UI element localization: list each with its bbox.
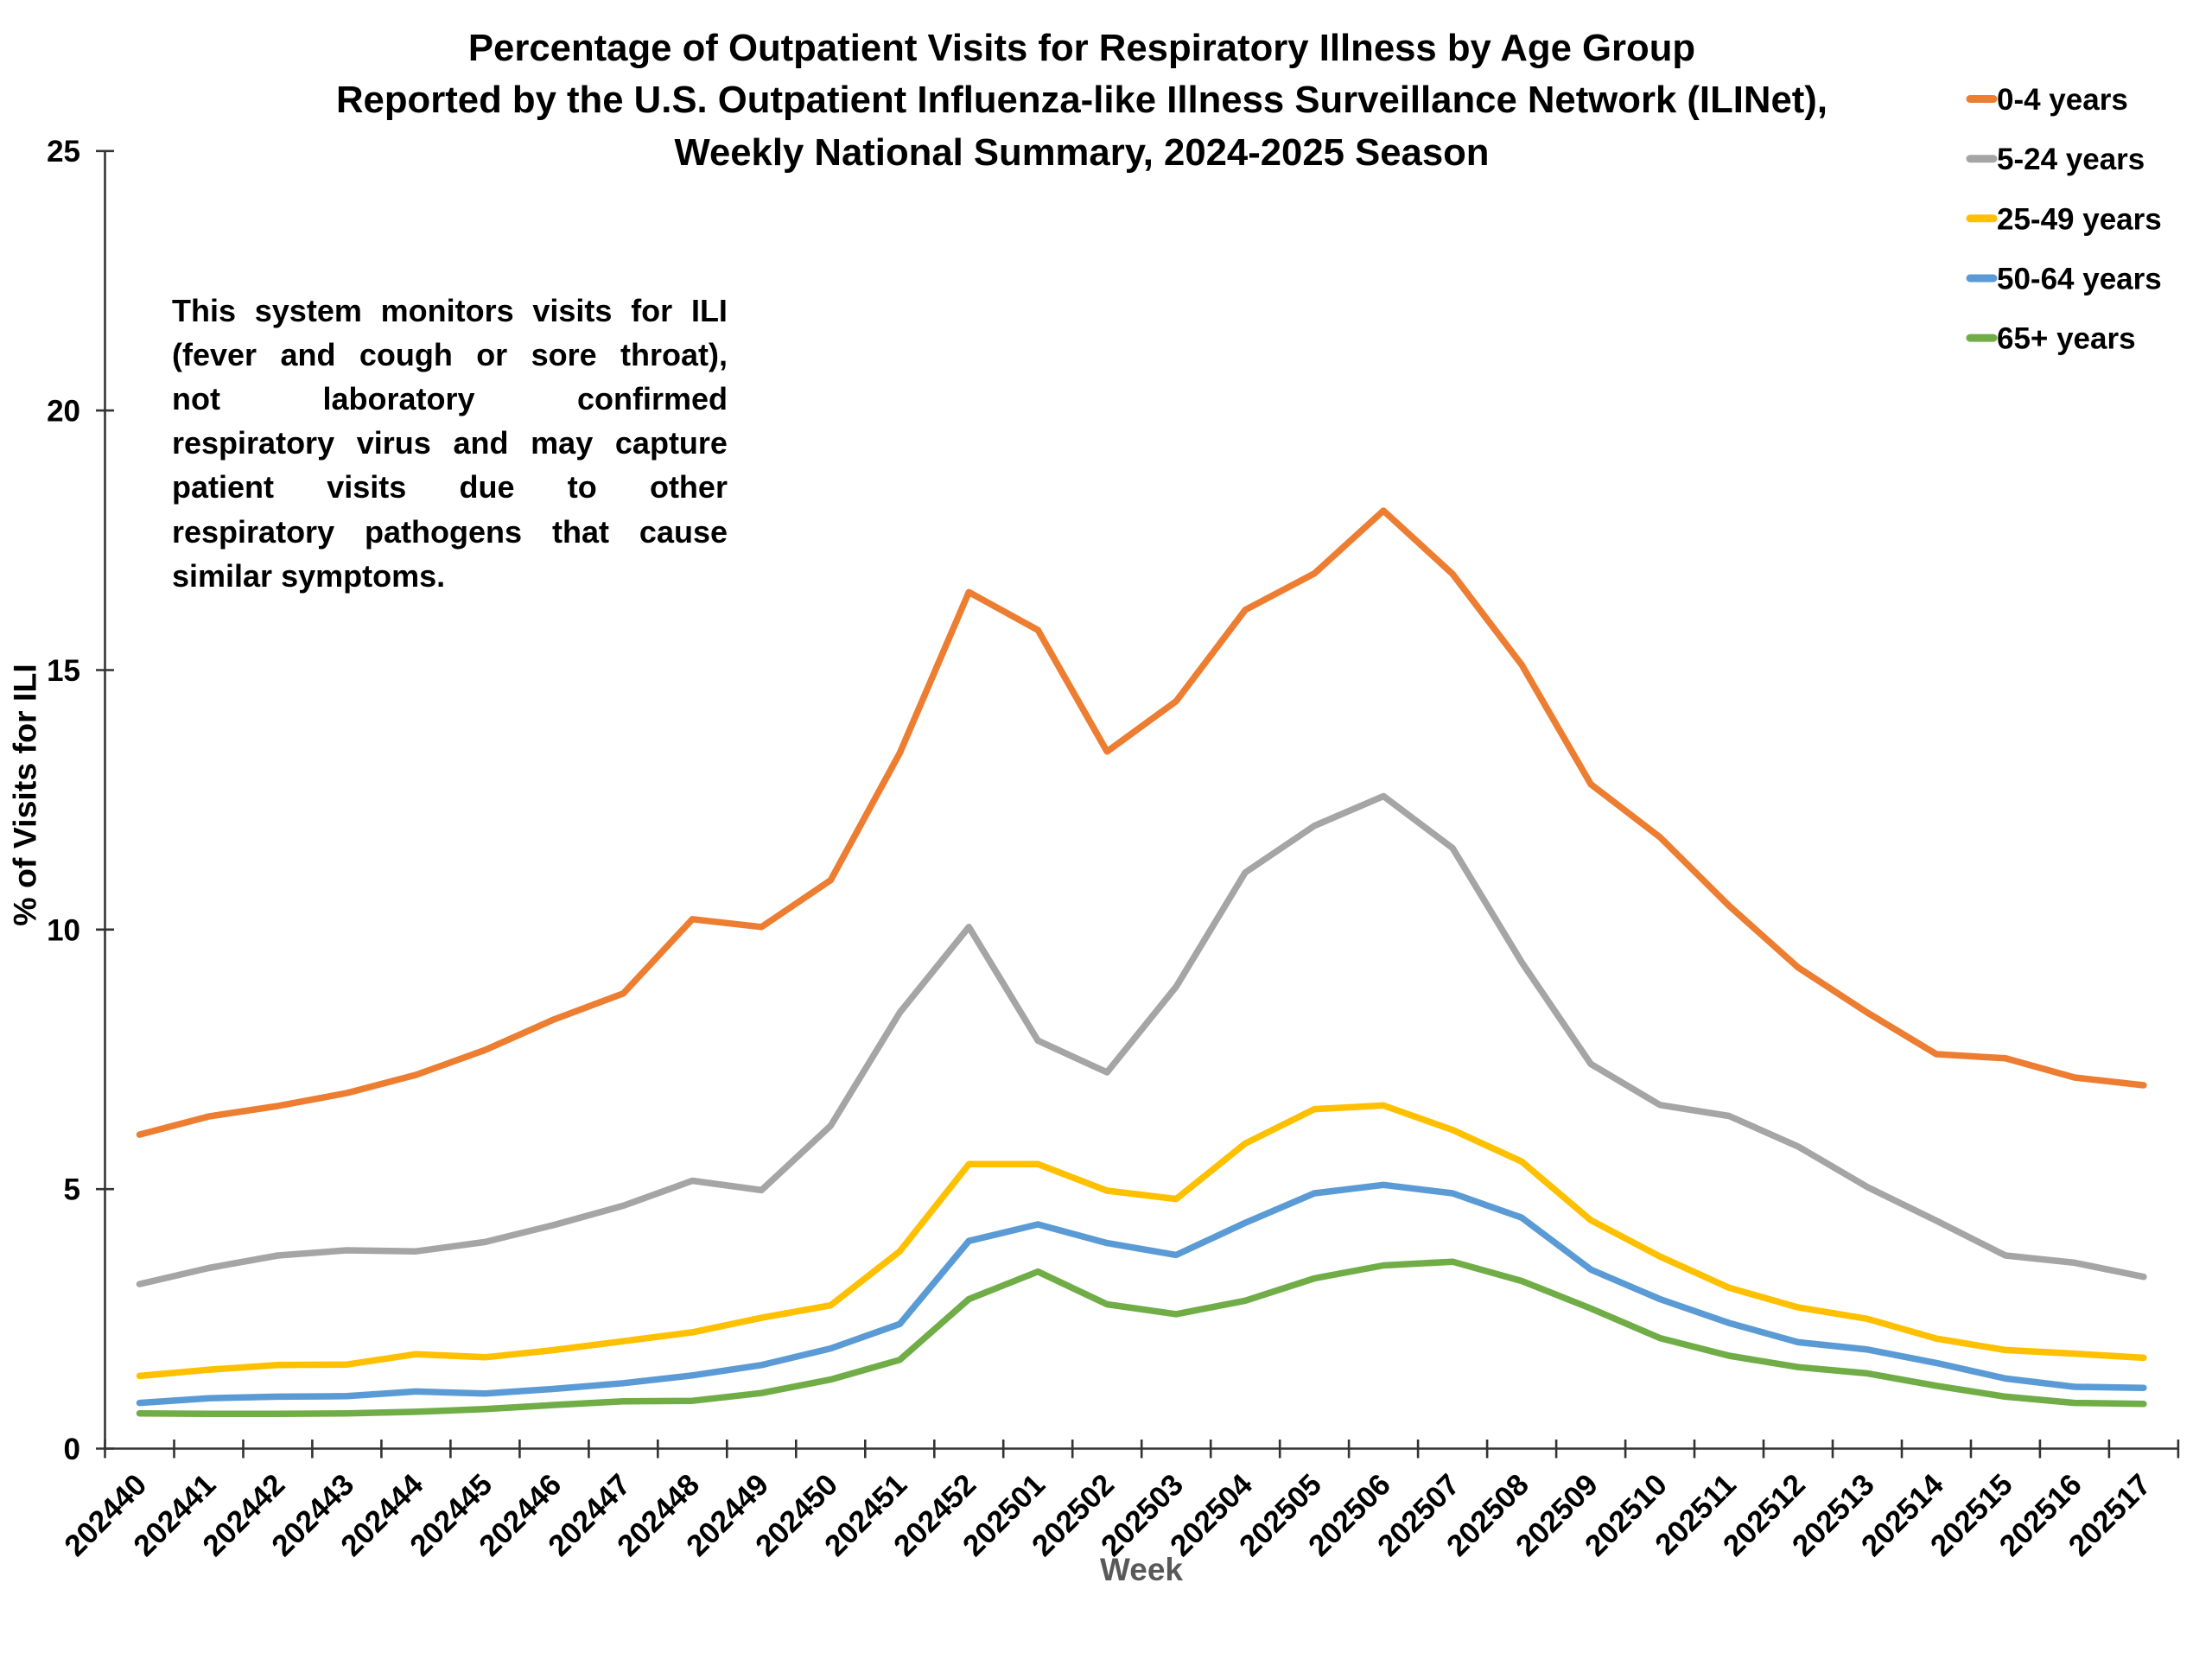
svg-text:5-24 years: 5-24 years [1997,143,2145,176]
svg-text:65+ years: 65+ years [1997,322,2136,356]
svg-text:15: 15 [47,654,80,688]
svg-text:5: 5 [64,1173,80,1207]
svg-text:0-4 years: 0-4 years [1997,83,2128,117]
svg-text:50-64 years: 50-64 years [1997,263,2162,296]
svg-text:20: 20 [47,395,80,429]
svg-text:25-49 years: 25-49 years [1997,202,2162,236]
svg-text:25: 25 [47,135,80,168]
svg-text:% of Visits for ILI: % of Visits for ILI [7,664,43,926]
svg-text:Week: Week [1100,1552,1183,1587]
svg-text:10: 10 [47,913,80,947]
svg-text:0: 0 [64,1433,80,1466]
